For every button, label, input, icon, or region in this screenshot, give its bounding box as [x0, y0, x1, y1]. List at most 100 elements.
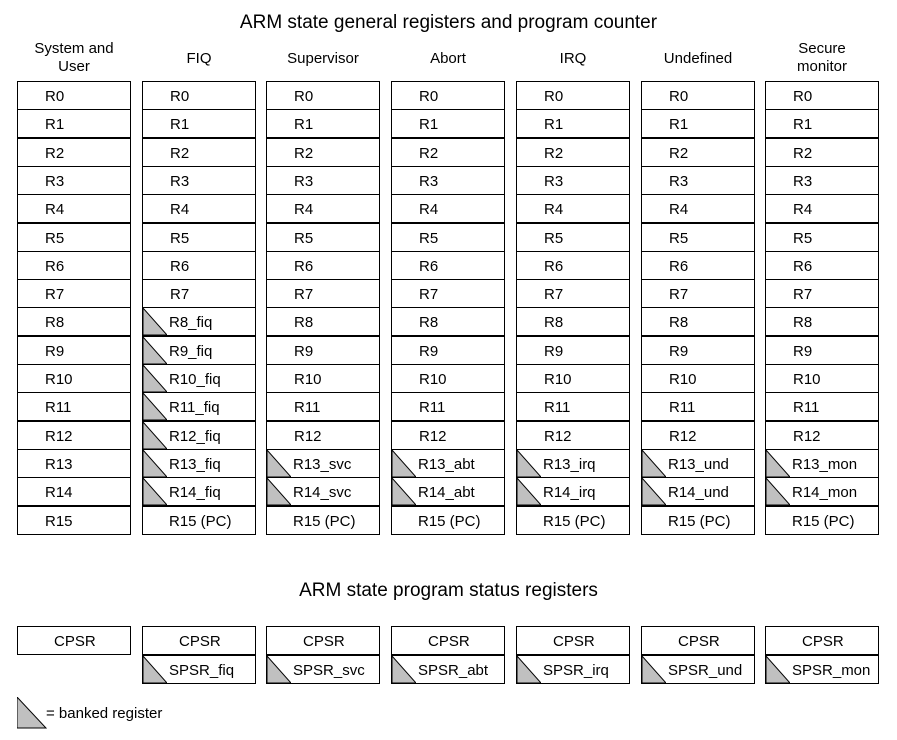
register-label: R8	[419, 314, 439, 331]
register-cell: R14	[17, 477, 131, 506]
status-register-cell: CPSR	[266, 626, 380, 655]
register-cell: R3	[17, 166, 131, 195]
register-label: R13_und	[668, 456, 729, 473]
register-cell: R14_und	[641, 477, 755, 506]
register-label: R7	[669, 286, 689, 303]
banked-triangle-icon	[392, 478, 416, 505]
register-cell: R15 (PC)	[266, 506, 380, 535]
register-label: R1	[544, 116, 564, 133]
register-cell: R4	[391, 194, 505, 223]
register-label: R4	[45, 201, 65, 218]
register-label: R1	[294, 116, 314, 133]
status-register-cell: CPSR	[765, 626, 879, 655]
banked-triangle-icon	[143, 656, 167, 683]
register-label: R11	[294, 399, 321, 416]
register-label: R7	[294, 286, 314, 303]
register-cell: R9_fiq	[142, 336, 256, 365]
register-label: R4	[793, 201, 813, 218]
register-label: R9	[793, 343, 813, 360]
banked-legend-text: = banked register	[46, 705, 163, 722]
register-label: R8	[669, 314, 689, 331]
register-cell: R9	[641, 336, 755, 365]
register-cell: R10	[391, 364, 505, 393]
register-label: R5	[793, 230, 813, 247]
register-cell: R15 (PC)	[641, 506, 755, 535]
register-cell: R5	[516, 223, 630, 252]
status-register-cell: SPSR_mon	[765, 655, 879, 684]
register-cell: R0	[516, 81, 630, 110]
register-label: R3	[669, 173, 689, 190]
register-cell: R5	[142, 223, 256, 252]
register-label: R6	[294, 258, 314, 275]
register-cell: R8	[391, 307, 505, 336]
register-label: R4	[419, 201, 439, 218]
register-label: SPSR_irq	[543, 662, 609, 679]
status-register-cell: SPSR_fiq	[142, 655, 256, 684]
register-label: R11	[45, 399, 72, 416]
register-cell: R2	[142, 138, 256, 167]
register-cell: R14_mon	[765, 477, 879, 506]
register-cell: R4	[142, 194, 256, 223]
register-cell: R10	[641, 364, 755, 393]
banked-triangle-icon	[766, 656, 790, 683]
mode-header: Undefined	[641, 50, 755, 68]
register-label: R0	[45, 88, 65, 105]
mode-header-line: Secure	[798, 40, 846, 57]
register-label: SPSR_und	[668, 662, 743, 679]
register-label: R8_fiq	[169, 314, 213, 331]
status-register-cell: SPSR_abt	[391, 655, 505, 684]
register-label: CPSR	[802, 633, 844, 650]
register-cell: R10	[516, 364, 630, 393]
status-registers-title: ARM state program status registers	[299, 580, 598, 601]
register-cell: R13_fiq	[142, 449, 256, 478]
register-cell: R13_und	[641, 449, 755, 478]
register-label: R3	[544, 173, 564, 190]
banked-triangle-icon	[267, 656, 291, 683]
register-label: SPSR_abt	[418, 662, 489, 679]
register-label: R2	[419, 145, 439, 162]
register-label: R15 (PC)	[543, 513, 606, 530]
register-label: R4	[669, 201, 689, 218]
banked-triangle-icon	[642, 656, 666, 683]
register-label: R12	[544, 428, 572, 445]
mode-header-line: System and	[34, 40, 114, 57]
register-label: R8	[793, 314, 813, 331]
banked-triangle-icon	[642, 450, 666, 477]
mode-header-line: Supervisor	[287, 50, 359, 67]
register-cell: R3	[516, 166, 630, 195]
banked-triangle-icon	[517, 450, 541, 477]
register-label: CPSR	[553, 633, 595, 650]
banked-triangle-icon	[143, 365, 167, 392]
register-cell: R9	[266, 336, 380, 365]
register-label: R13	[45, 456, 73, 473]
register-label: R11	[544, 399, 571, 416]
register-cell: R0	[765, 81, 879, 110]
register-label: SPSR_svc	[293, 662, 365, 679]
register-cell: R7	[765, 279, 879, 308]
register-cell: R3	[765, 166, 879, 195]
register-label: R0	[669, 88, 689, 105]
register-cell: R14_abt	[391, 477, 505, 506]
register-label: CPSR	[678, 633, 720, 650]
register-label: R10	[544, 371, 572, 388]
register-cell: R8	[17, 307, 131, 336]
register-cell: R14_irq	[516, 477, 630, 506]
register-cell: R15 (PC)	[765, 506, 879, 535]
register-label: R12	[793, 428, 821, 445]
register-label: R5	[294, 230, 314, 247]
register-cell: R4	[266, 194, 380, 223]
register-label: R3	[45, 173, 65, 190]
banked-triangle-icon	[267, 478, 291, 505]
banked-triangle-icon	[143, 393, 167, 420]
register-cell: R7	[641, 279, 755, 308]
register-cell: R14_svc	[266, 477, 380, 506]
banked-triangle-icon	[143, 478, 167, 505]
banked-triangle-icon	[267, 450, 291, 477]
register-label: R9	[544, 343, 564, 360]
register-label: R14	[45, 484, 73, 501]
register-cell: R2	[17, 138, 131, 167]
register-cell: R5	[391, 223, 505, 252]
register-cell: R2	[641, 138, 755, 167]
register-cell: R13_abt	[391, 449, 505, 478]
register-cell: R11	[641, 392, 755, 421]
